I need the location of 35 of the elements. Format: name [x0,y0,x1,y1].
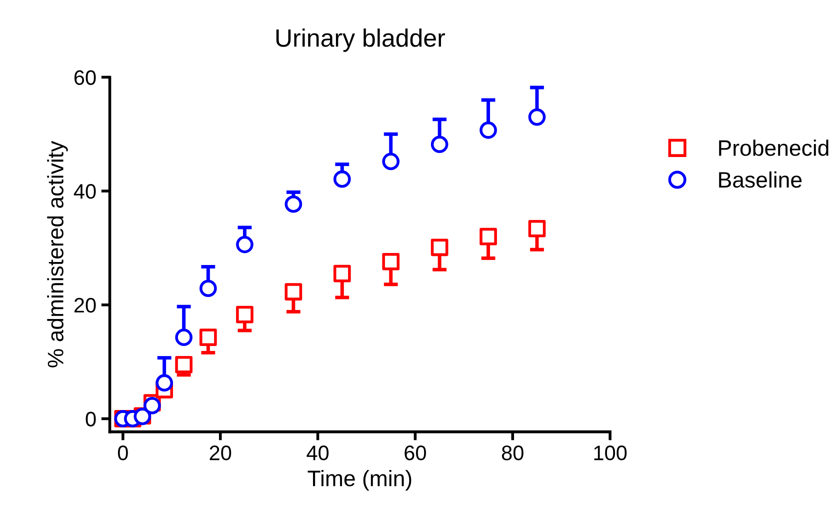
point [382,252,400,270]
point [156,374,174,392]
point [284,283,302,300]
point [200,328,217,346]
point [528,220,546,238]
point [528,108,546,126]
point [430,136,448,154]
y-tick-label: 60 [74,70,96,85]
x-tick-label: 0 [118,446,128,460]
x-axis-title: Time (min) [308,470,412,491]
legend-label: Baseline [719,171,802,188]
point [200,280,217,298]
x-tick-label: 80 [502,446,524,460]
point [284,195,302,213]
legend-label: Probenecid [719,140,828,156]
chart-title: Urinary bladder [276,28,445,52]
x-tick-label: 40 [306,446,329,460]
point [333,264,351,282]
y-tick-label: 40 [74,184,96,199]
x-tick-label: 60 [404,446,426,460]
point [236,306,254,324]
point [382,152,400,170]
y-axis-title: % administered activity [47,140,68,368]
point [236,236,254,254]
x-tick-label: 20 [210,446,232,460]
y-tick-label: 20 [74,298,96,313]
point [333,170,351,188]
x-tick-label: 100 [594,446,627,460]
point [175,356,192,374]
point [480,228,497,246]
y-tick-label: 0 [86,412,96,426]
point [175,328,192,346]
point [480,121,497,139]
point [430,238,448,256]
point [143,396,161,414]
